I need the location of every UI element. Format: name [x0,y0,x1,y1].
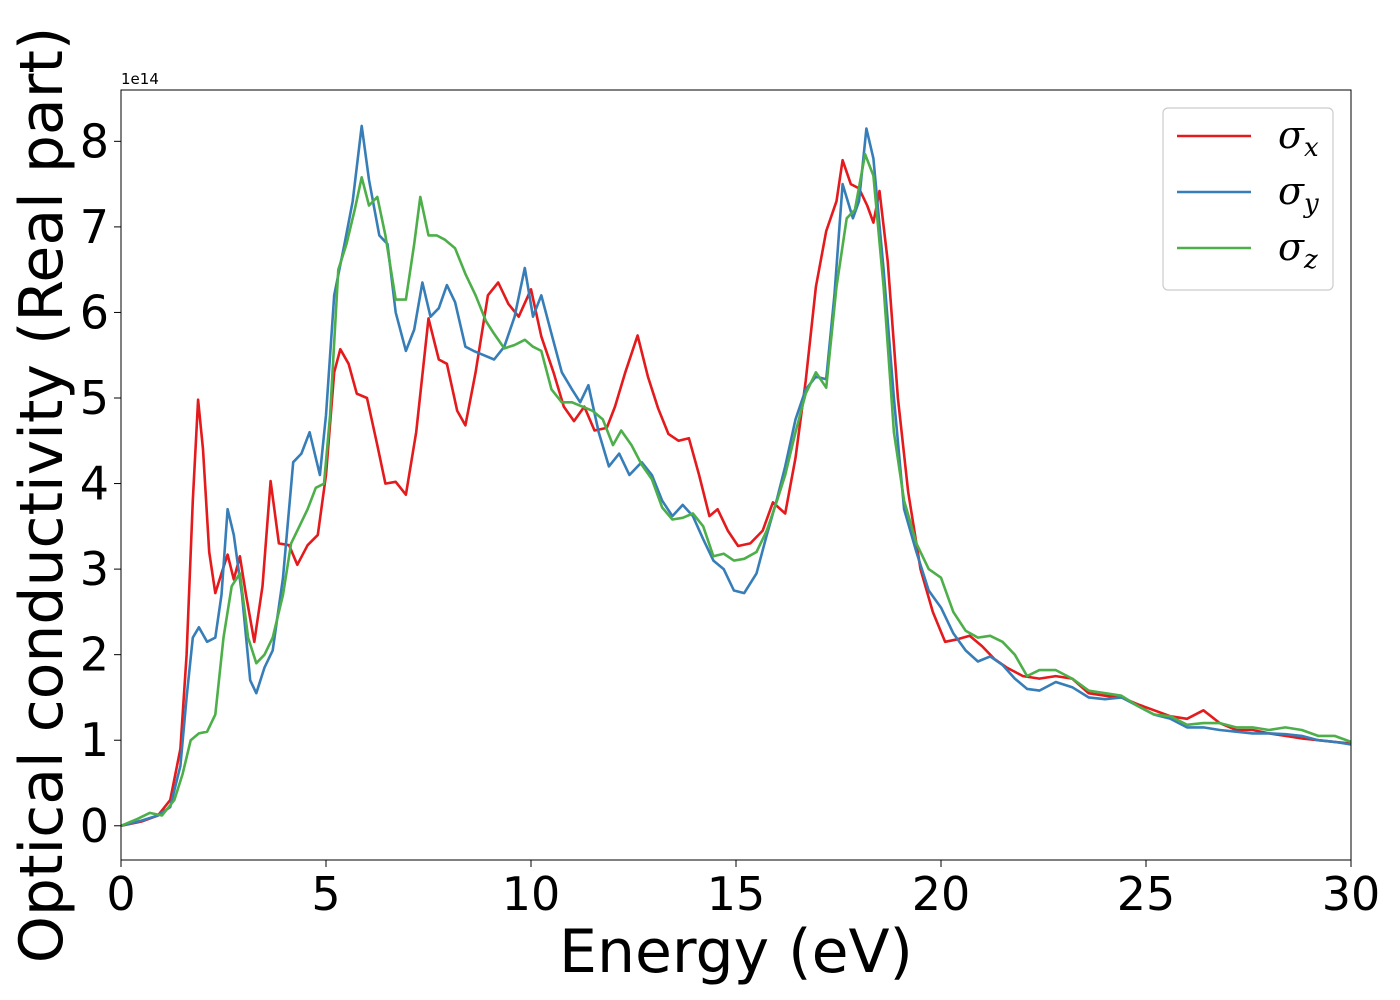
y-tick-label: 8 [80,114,109,168]
y-tick-label: 7 [80,200,109,254]
legend-label-x: σx [1278,113,1319,163]
x-tick-label: 25 [1117,867,1176,921]
x-tick-label: 10 [502,867,561,921]
x-tick-label: 15 [707,867,766,921]
legend-label-z: σz [1278,225,1318,275]
y-axis-ticks: 0 1 2 3 4 5 6 7 8 [80,114,121,853]
legend-box [1162,107,1334,291]
y-tick-label: 0 [80,799,109,853]
x-axis-label: Energy (eV) [559,917,913,987]
series-line-x [120,158,1352,828]
y-tick-label: 3 [80,542,109,596]
y-tick-label: 5 [80,371,109,425]
legend: σx σy σz [1162,107,1334,291]
y-tick-label: 1 [80,713,109,767]
y-offset-label: 1e14 [121,70,159,88]
y-tick-label: 6 [80,285,109,339]
legend-label-y: σy [1278,169,1319,219]
y-tick-label: 2 [80,628,109,682]
x-axis-ticks: 0 5 10 15 20 25 30 [106,860,1380,921]
series-lines [120,124,1352,828]
x-tick-label: 30 [1322,867,1381,921]
x-tick-label: 5 [311,867,340,921]
y-tick-label: 4 [80,457,109,511]
x-tick-label: 20 [912,867,971,921]
x-tick-label: 0 [106,867,135,921]
y-axis-label: Optical conductivity (Real part) [7,27,77,964]
series-line-z [120,152,1352,827]
